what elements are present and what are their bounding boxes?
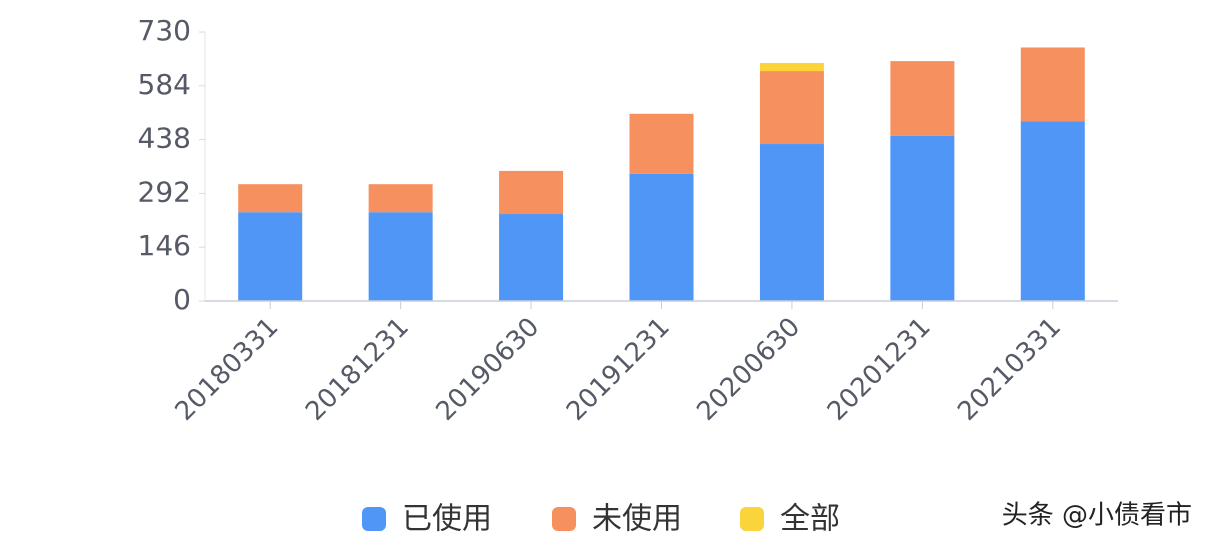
- x-tick-label: 20181231: [300, 312, 415, 427]
- bar-segment: [368, 184, 433, 213]
- bar-segment: [238, 212, 303, 301]
- y-tick-label: 292: [138, 175, 191, 208]
- y-tick-label: 0: [173, 283, 191, 316]
- watermark: 头条 @小债看市: [1002, 501, 1192, 531]
- legend-label: 已使用: [402, 502, 492, 537]
- bar-segment: [238, 184, 303, 213]
- legend-label: 未使用: [592, 502, 682, 537]
- x-tick-label: 20191231: [561, 312, 676, 427]
- bar-segment: [890, 61, 955, 136]
- legend-marker: [362, 507, 386, 531]
- x-tick-label: 20180331: [170, 312, 285, 427]
- y-tick-label: 438: [138, 122, 191, 155]
- legend-marker: [740, 507, 764, 531]
- x-tick-label: 20210331: [952, 312, 1067, 427]
- bar-segment: [368, 212, 433, 301]
- bar-segment: [759, 62, 824, 72]
- bar-segment: [759, 144, 824, 301]
- bar-segment: [1020, 47, 1085, 122]
- legend-marker: [552, 507, 576, 531]
- bar-segment: [1020, 121, 1085, 301]
- y-tick-label: 584: [138, 68, 191, 101]
- bar-segment: [629, 113, 694, 174]
- bar-segment: [890, 135, 955, 301]
- y-tick-label: 146: [138, 229, 191, 262]
- bar-segment: [629, 173, 694, 301]
- x-tick-label: 20201231: [822, 312, 937, 427]
- x-tick-label: 20200630: [691, 312, 806, 427]
- y-tick-label: 730: [138, 14, 191, 47]
- bar-segment: [759, 71, 824, 145]
- legend-label: 全部: [780, 502, 840, 537]
- bar-segment: [499, 214, 564, 301]
- x-tick-label: 20190630: [431, 312, 546, 427]
- bar-segment: [499, 170, 564, 215]
